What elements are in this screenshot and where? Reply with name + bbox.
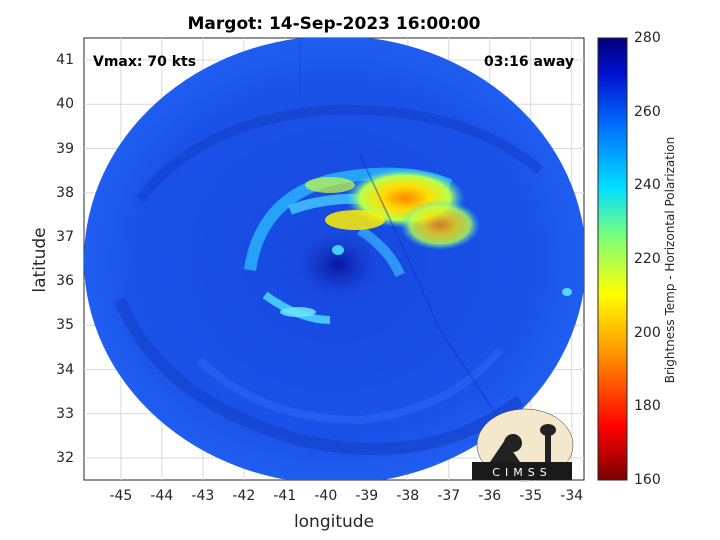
y-tick-label: 38 <box>56 184 74 201</box>
time-away-label: 03:16 away <box>484 54 574 70</box>
y-tick-label: 39 <box>56 140 74 157</box>
logo-text: CIMSS <box>492 466 551 479</box>
colorbar-tick-label: 220 <box>634 251 661 267</box>
colorbar-tick-label: 160 <box>634 472 661 488</box>
x-tick-label: -41 <box>273 488 297 504</box>
y-tick-label: 41 <box>56 52 74 69</box>
y-tick-label: 33 <box>56 405 74 422</box>
y-axis-label: latitude <box>30 227 50 293</box>
colorbar <box>597 37 628 481</box>
x-tick-label: -42 <box>232 488 256 504</box>
y-tick-label: 34 <box>56 361 74 378</box>
colorbar-tick-label: 180 <box>634 398 661 415</box>
x-tick-label: -40 <box>314 488 338 504</box>
colorbar-label: Brightness Temp - Horizontal Polarizatio… <box>663 136 677 384</box>
y-tick-label: 32 <box>56 449 74 466</box>
y-tick-label: 40 <box>56 96 74 113</box>
x-tick-label: -44 <box>150 488 174 504</box>
x-tick-label: -39 <box>355 488 379 504</box>
colorbar-tick-label: 260 <box>634 103 661 120</box>
colorbar-tick-label: 200 <box>634 324 661 341</box>
y-tick-label: 35 <box>56 317 74 334</box>
plot-title: Margot: 14-Sep-2023 16:00:00 <box>187 14 481 34</box>
x-tick-label: -45 <box>109 488 133 504</box>
colorbar-tick-label: 280 <box>634 30 661 46</box>
x-tick-label: -34 <box>560 488 584 504</box>
y-tick-label: 37 <box>56 228 74 245</box>
x-tick-label: -43 <box>191 488 215 504</box>
x-tick-label: -37 <box>437 488 461 504</box>
x-axis-label: longitude <box>293 512 375 532</box>
cimss-logo: CIMSS <box>472 408 574 482</box>
x-tick-label: -35 <box>519 488 543 504</box>
x-tick-label: -36 <box>478 488 502 504</box>
vmax-label: Vmax: 70 kts <box>93 54 197 70</box>
y-tick-label: 36 <box>56 273 74 290</box>
colorbar-tick-label: 240 <box>634 177 661 194</box>
x-tick-label: -38 <box>396 488 420 504</box>
satellite-image <box>84 38 584 480</box>
